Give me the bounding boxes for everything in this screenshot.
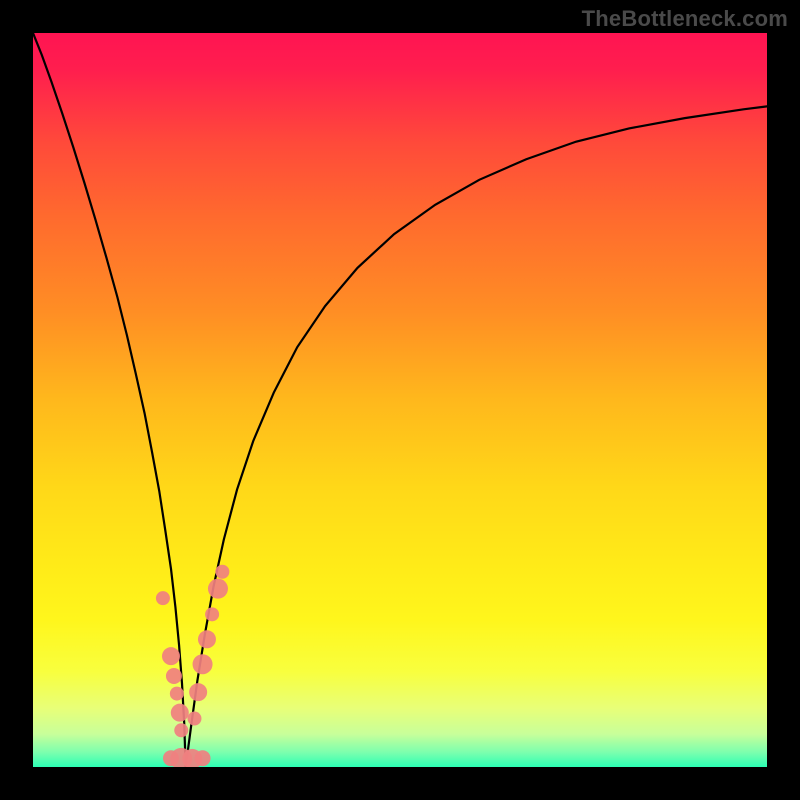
curves-layer xyxy=(33,33,767,767)
data-marker xyxy=(208,579,228,599)
data-marker xyxy=(174,723,188,737)
data-marker xyxy=(193,654,213,674)
data-marker xyxy=(189,683,207,701)
data-marker xyxy=(156,591,170,605)
right-curve xyxy=(186,106,767,767)
data-marker xyxy=(195,750,211,766)
data-marker xyxy=(215,565,229,579)
watermark-text: TheBottleneck.com xyxy=(582,6,788,32)
data-markers xyxy=(156,565,229,767)
chart-container: TheBottleneck.com xyxy=(0,0,800,800)
data-marker xyxy=(205,607,219,621)
data-marker xyxy=(170,687,184,701)
data-marker xyxy=(198,630,216,648)
data-marker xyxy=(187,712,201,726)
data-marker xyxy=(162,647,180,665)
data-marker xyxy=(171,704,189,722)
plot-area xyxy=(33,33,767,767)
data-marker xyxy=(166,668,182,684)
